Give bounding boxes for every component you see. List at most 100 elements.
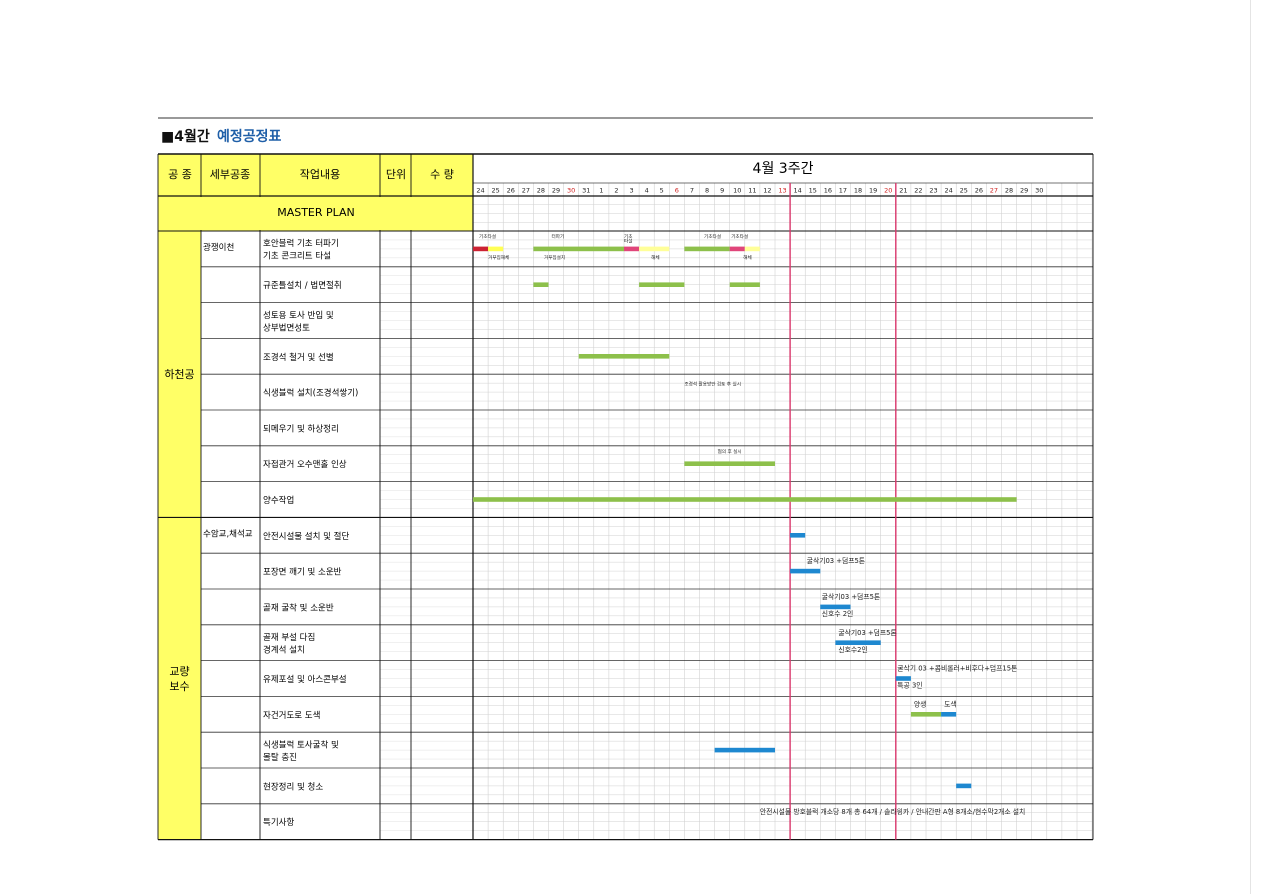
- day-label: 6: [675, 187, 679, 195]
- day-label: 26: [975, 187, 983, 195]
- task-label: 식생블럭 토사굴착 및: [263, 739, 339, 750]
- day-label: 4: [645, 187, 649, 195]
- title-prefix: ■4월간: [161, 128, 210, 145]
- gantt-note: 굴삭기03 +덤프5톤: [807, 556, 865, 565]
- day-label: 24: [945, 187, 953, 195]
- gantt-note: 거푸집설치: [544, 254, 565, 261]
- gantt-bar: [729, 246, 745, 252]
- gantt-bar: [639, 246, 670, 252]
- gantt-bar: [473, 497, 1017, 502]
- task-label: 조경석 철거 및 선별: [263, 352, 334, 363]
- gantt-bar: [578, 354, 670, 359]
- day-label: 1: [599, 187, 603, 195]
- day-label: 14: [794, 187, 802, 195]
- task-label: 자접관거 오수맨홀 인상: [263, 459, 347, 470]
- day-header: 24 25 26 27 28 29 30 31 1 2 3 4 5 6 7 8 9 10 11 12 13 14 15 16 1…: [476, 187, 1043, 195]
- task-label: 포장면 깨기 및 소운반: [263, 567, 342, 578]
- gantt-bar: [488, 246, 504, 252]
- header-category: 공 종: [168, 168, 192, 181]
- sub-category-label: 수암교,채석교: [203, 528, 253, 539]
- task-label: 호안블럭 기초 터파기: [263, 238, 339, 249]
- gantt-note: 굴삭기03 +덤프5톤: [838, 628, 896, 637]
- gantt-bar: [473, 246, 489, 252]
- gantt-bar: [744, 246, 760, 252]
- day-label: 11: [748, 187, 756, 195]
- task-label: 기초 콘크리트 타설: [263, 251, 331, 262]
- day-label: 15: [809, 187, 817, 195]
- day-label: 27: [522, 187, 530, 195]
- gantt-bar: [624, 246, 640, 252]
- gantt-bar: [910, 712, 942, 717]
- gantt-bar: [533, 282, 549, 287]
- task-label: 되메우기 및 하상정리: [263, 423, 339, 434]
- gantt-bars: [473, 246, 1017, 789]
- day-label: 10: [733, 187, 741, 195]
- task-label: 골재 굴착 및 소운반: [263, 602, 334, 613]
- gantt-note: 조경석 활용방안 검토 후 실시: [684, 381, 741, 388]
- gantt-bar: [639, 282, 685, 287]
- gantt-bar: [941, 712, 957, 717]
- task-label: 자건거도로 도색: [263, 710, 320, 721]
- day-label: 7: [690, 187, 694, 195]
- day-label: 19: [869, 187, 877, 195]
- day-label: 9: [720, 187, 724, 195]
- gantt-note: 신호수 2인: [822, 609, 854, 618]
- table-frame: [157, 117, 1094, 841]
- category-column-fill: [158, 231, 201, 840]
- day-label: 22: [914, 187, 922, 195]
- task-label: 특기사항: [263, 818, 294, 828]
- gantt-title: 4월 3주간: [753, 161, 814, 177]
- header-unit: 단위: [386, 168, 406, 181]
- day-label: 16: [824, 187, 832, 195]
- gantt-note: 안전시설물 방호블럭 개소당 8개 총 64개 / 솔라윙카 / 안내간판 A형…: [760, 807, 1025, 816]
- document-title: 예정공정표: [217, 128, 282, 145]
- gantt-note: 신호수2인: [838, 645, 867, 654]
- gantt-note: 기초타설: [479, 233, 496, 240]
- day-label: 29: [1020, 187, 1028, 195]
- gantt-bar: [533, 246, 624, 252]
- day-label: 28: [1005, 187, 1013, 195]
- gantt-note: 협의 후 실시: [718, 448, 742, 455]
- day-label: 2: [614, 187, 618, 195]
- gantt-bar: [790, 533, 806, 538]
- day-label: 28: [537, 187, 545, 195]
- master-plan-label: MASTER PLAN: [277, 206, 355, 219]
- gantt-note: 특공 3인: [897, 681, 922, 690]
- gantt-bar: [835, 640, 881, 645]
- day-label: 12: [763, 187, 771, 195]
- task-label: 현장정리 및 청소: [263, 781, 323, 792]
- day-label: 25: [492, 187, 500, 195]
- day-label: 31: [582, 187, 590, 195]
- gantt-bar: [790, 568, 821, 574]
- day-label: 26: [507, 187, 515, 195]
- task-label: 골재 부설 다짐: [263, 632, 315, 643]
- gantt-note: 양생: [914, 699, 927, 708]
- gantt-bar: [729, 282, 760, 287]
- day-label: 17: [839, 187, 847, 195]
- gantt-bar: [684, 246, 730, 252]
- task-label: 양수작업: [263, 495, 294, 506]
- day-label: 5: [660, 187, 664, 195]
- task-label: 몰탈 충진: [263, 752, 297, 763]
- gantt-bar: [714, 747, 775, 753]
- gantt-note: 기초타설: [731, 233, 748, 240]
- task-label: 식생블럭 설치(조경석쌓기): [263, 388, 358, 399]
- task-label: 상부법면성토: [263, 322, 310, 333]
- category-label: 교량: [169, 665, 189, 678]
- gantt-note: 해체: [743, 254, 751, 261]
- header-fill: [158, 154, 473, 196]
- header-task: 작업내용: [300, 168, 340, 181]
- task-label: 경계석 설치: [263, 644, 305, 655]
- master-plan-cover: [159, 197, 472, 230]
- task-label: 규준틀설치 / 법면절취: [263, 280, 342, 291]
- day-label: 8: [705, 187, 709, 195]
- day-label: 21: [899, 187, 907, 195]
- day-label: 24: [476, 187, 484, 195]
- day-label: 29: [552, 187, 560, 195]
- gantt-note: 도색: [944, 699, 957, 708]
- header-sub-category: 세부공종: [210, 168, 250, 181]
- gantt-note: 기초타설: [704, 233, 721, 240]
